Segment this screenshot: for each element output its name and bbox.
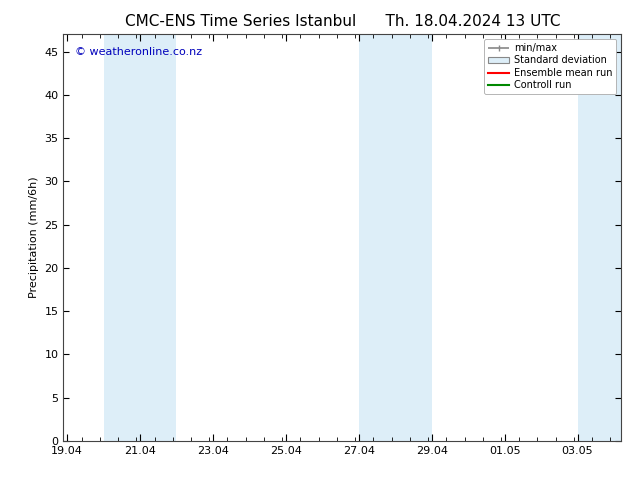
Bar [103, 34, 140, 441]
Bar [359, 34, 395, 441]
Legend: min/max, Standard deviation, Ensemble mean run, Controll run: min/max, Standard deviation, Ensemble me… [484, 39, 616, 94]
Text: © weatheronline.co.nz: © weatheronline.co.nz [75, 47, 202, 56]
Bar [578, 34, 621, 441]
Y-axis label: Precipitation (mm/6h): Precipitation (mm/6h) [29, 177, 39, 298]
Bar [140, 34, 176, 441]
Title: CMC-ENS Time Series Istanbul      Th. 18.04.2024 13 UTC: CMC-ENS Time Series Istanbul Th. 18.04.2… [125, 14, 560, 29]
Bar [395, 34, 432, 441]
